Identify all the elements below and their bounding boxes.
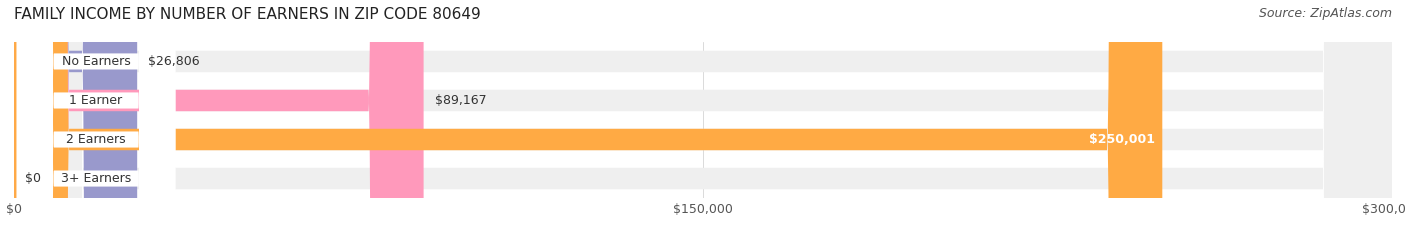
FancyBboxPatch shape bbox=[17, 0, 176, 233]
Text: Source: ZipAtlas.com: Source: ZipAtlas.com bbox=[1258, 7, 1392, 20]
FancyBboxPatch shape bbox=[17, 0, 176, 233]
FancyBboxPatch shape bbox=[14, 0, 1392, 233]
Text: $89,167: $89,167 bbox=[434, 94, 486, 107]
FancyBboxPatch shape bbox=[14, 0, 1392, 233]
Text: FAMILY INCOME BY NUMBER OF EARNERS IN ZIP CODE 80649: FAMILY INCOME BY NUMBER OF EARNERS IN ZI… bbox=[14, 7, 481, 22]
FancyBboxPatch shape bbox=[14, 0, 1392, 233]
Text: $250,001: $250,001 bbox=[1090, 133, 1156, 146]
FancyBboxPatch shape bbox=[17, 0, 176, 233]
Text: No Earners: No Earners bbox=[62, 55, 131, 68]
FancyBboxPatch shape bbox=[14, 0, 138, 233]
FancyBboxPatch shape bbox=[17, 0, 176, 233]
Text: 3+ Earners: 3+ Earners bbox=[60, 172, 131, 185]
Text: $26,806: $26,806 bbox=[148, 55, 200, 68]
FancyBboxPatch shape bbox=[14, 0, 423, 233]
FancyBboxPatch shape bbox=[14, 0, 1392, 233]
Text: $0: $0 bbox=[25, 172, 41, 185]
Text: 2 Earners: 2 Earners bbox=[66, 133, 127, 146]
FancyBboxPatch shape bbox=[14, 0, 1163, 233]
Text: 1 Earner: 1 Earner bbox=[69, 94, 122, 107]
